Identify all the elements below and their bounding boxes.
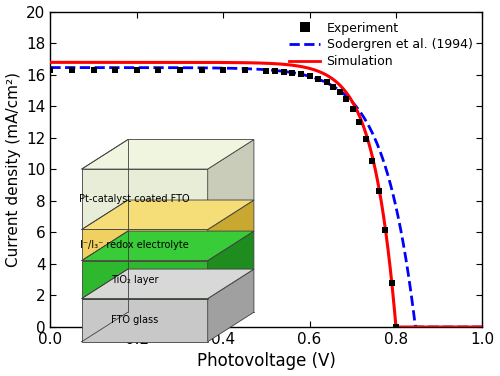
- Point: [330, 83, 338, 89]
- Point: [176, 67, 184, 73]
- Point: [133, 67, 141, 73]
- Point: [388, 280, 396, 286]
- Point: [336, 89, 344, 95]
- Point: [362, 135, 370, 141]
- Point: [356, 118, 364, 124]
- Point: [90, 67, 98, 73]
- Polygon shape: [208, 269, 254, 342]
- Legend: Experiment, Sodergren et al. (1994), Simulation: Experiment, Sodergren et al. (1994), Sim…: [286, 18, 476, 72]
- Polygon shape: [82, 229, 208, 261]
- Point: [306, 73, 314, 79]
- Text: I⁻/I₃⁻ redox electrolyte: I⁻/I₃⁻ redox electrolyte: [80, 240, 189, 250]
- Polygon shape: [82, 299, 208, 342]
- Point: [297, 71, 305, 77]
- Polygon shape: [82, 200, 254, 229]
- Point: [46, 67, 54, 73]
- Point: [154, 67, 162, 73]
- Text: Pt-catalyst coated FTO: Pt-catalyst coated FTO: [80, 194, 190, 204]
- Point: [368, 158, 376, 164]
- Point: [271, 68, 279, 74]
- Polygon shape: [208, 139, 254, 229]
- Polygon shape: [82, 261, 208, 299]
- Polygon shape: [82, 231, 254, 261]
- Point: [323, 79, 331, 85]
- Point: [349, 106, 357, 112]
- Polygon shape: [82, 269, 254, 299]
- X-axis label: Photovoltage (V): Photovoltage (V): [197, 352, 336, 370]
- Point: [198, 67, 205, 73]
- Text: TiO₂ layer: TiO₂ layer: [111, 274, 158, 285]
- Point: [241, 67, 249, 73]
- Point: [392, 324, 400, 330]
- Y-axis label: Current density (mA/cm²): Current density (mA/cm²): [6, 72, 20, 267]
- Point: [314, 76, 322, 82]
- Polygon shape: [208, 231, 254, 299]
- Point: [68, 67, 76, 73]
- Point: [219, 67, 227, 73]
- Polygon shape: [82, 139, 254, 169]
- Polygon shape: [208, 200, 254, 261]
- Point: [111, 67, 119, 73]
- Point: [381, 227, 389, 233]
- Point: [342, 96, 350, 102]
- Point: [374, 188, 382, 194]
- Point: [280, 69, 287, 75]
- Polygon shape: [82, 169, 208, 229]
- Point: [288, 70, 296, 76]
- Point: [262, 68, 270, 74]
- Text: FTO glass: FTO glass: [111, 315, 158, 325]
